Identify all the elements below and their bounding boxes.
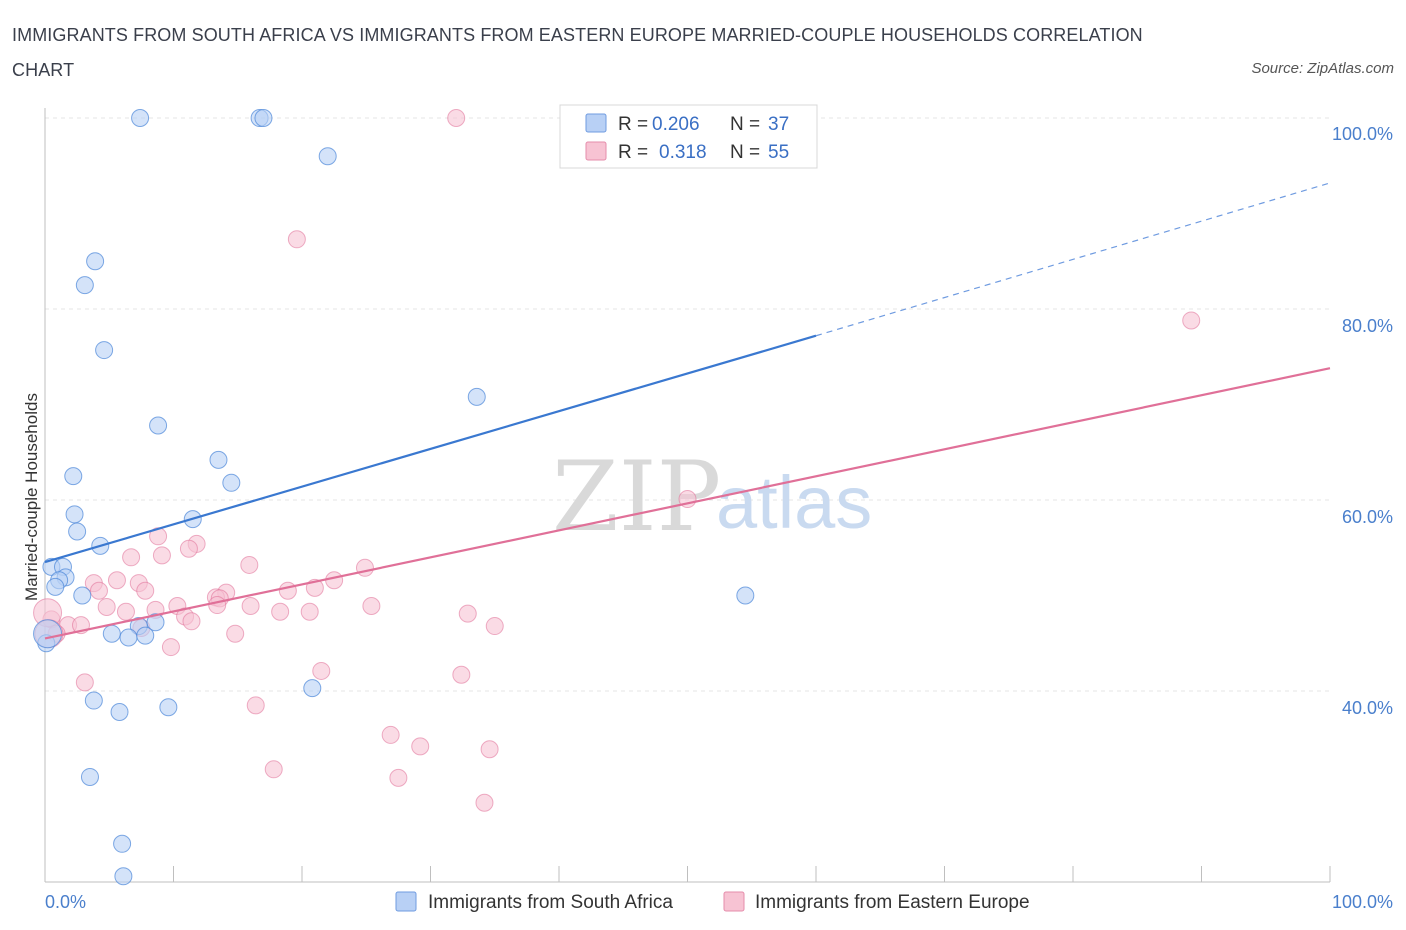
legend-r-value-2: 0.318: [659, 142, 707, 163]
point-south-africa: [46, 577, 65, 596]
point-south-africa: [318, 147, 337, 166]
point-south-africa: [209, 450, 228, 469]
bottom-legend-label-eastern-europe: Immigrants from Eastern Europe: [755, 892, 1030, 913]
point-south-africa: [159, 698, 178, 717]
point-south-africa: [95, 341, 114, 360]
point-south-africa: [110, 703, 129, 722]
point-south-africa: [467, 387, 486, 406]
trend-line-eastern-europe: [44, 367, 1331, 640]
y-tick-label-80: 80.0%: [1342, 316, 1393, 336]
point-south-africa: [33, 619, 63, 649]
legend-r-label-1: R =: [618, 114, 648, 135]
chart-title: IMMIGRANTS FROM SOUTH AFRICA VS IMMIGRAN…: [12, 25, 1143, 80]
y-axis-label: Married-couple Households: [22, 393, 41, 601]
point-eastern-europe: [179, 539, 198, 558]
point-south-africa: [64, 467, 83, 486]
y-tick-label-40: 40.0%: [1342, 698, 1393, 718]
point-eastern-europe: [246, 696, 265, 715]
legend-n-label-2: N =: [730, 142, 760, 163]
point-eastern-europe: [122, 548, 141, 567]
point-eastern-europe: [447, 109, 466, 127]
series-legend: Immigrants from South Africa Immigrants …: [395, 891, 1030, 913]
point-eastern-europe: [152, 546, 171, 565]
point-south-africa: [68, 522, 87, 541]
point-south-africa: [254, 109, 273, 127]
gridlines: [45, 117, 1330, 692]
y-tick-label-60: 60.0%: [1342, 507, 1393, 527]
legend-n-value-1: 37: [768, 114, 789, 135]
point-south-africa: [65, 505, 84, 524]
point-eastern-europe: [287, 230, 306, 249]
x-tick-label-100: 100.0%: [1332, 892, 1393, 912]
point-eastern-europe: [381, 725, 400, 744]
point-south-africa: [136, 626, 155, 645]
point-eastern-europe: [300, 602, 319, 621]
point-south-africa: [86, 252, 105, 271]
point-south-africa: [119, 628, 138, 647]
point-eastern-europe: [116, 602, 135, 621]
point-eastern-europe: [161, 638, 180, 657]
point-south-africa: [114, 867, 133, 886]
y-tick-label-100: 100.0%: [1332, 124, 1393, 144]
point-eastern-europe: [278, 581, 297, 600]
point-south-africa: [84, 691, 103, 710]
point-south-africa: [146, 613, 165, 632]
point-south-africa: [73, 586, 92, 605]
point-south-africa: [102, 624, 121, 643]
source-label: Source: ZipAtlas.com: [1251, 60, 1394, 77]
point-south-africa: [131, 109, 150, 127]
legend-n-value-2: 55: [768, 142, 789, 163]
point-eastern-europe: [240, 555, 259, 574]
point-eastern-europe: [264, 760, 283, 779]
bottom-legend-label-south-africa: Immigrants from South Africa: [428, 892, 673, 913]
point-south-africa: [149, 416, 168, 435]
point-eastern-europe: [362, 597, 381, 616]
trend-line-south-africa-extension: [815, 182, 1331, 337]
point-eastern-europe: [312, 661, 331, 680]
bottom-legend-swatch-eastern-europe: [723, 891, 745, 912]
point-eastern-europe: [485, 617, 504, 636]
point-eastern-europe: [411, 737, 430, 756]
point-eastern-europe: [1182, 311, 1201, 330]
point-eastern-europe: [355, 558, 374, 577]
legend-swatch-eastern-europe: [585, 141, 607, 161]
point-south-africa: [736, 586, 755, 605]
stats-legend: R = 0.206 N = 37 R = 0.318 N = 55: [559, 104, 818, 169]
point-eastern-europe: [480, 740, 499, 759]
point-eastern-europe: [107, 571, 126, 590]
point-eastern-europe: [475, 793, 494, 812]
point-south-africa: [303, 679, 322, 698]
legend-r-value-1: 0.206: [652, 114, 700, 135]
point-eastern-europe: [75, 673, 94, 692]
point-eastern-europe: [458, 604, 477, 623]
trend-lines: [44, 182, 1331, 640]
legend-r-label-2: R =: [618, 142, 648, 163]
trend-line-south-africa: [44, 334, 817, 564]
axes: [44, 108, 1331, 883]
point-south-africa: [113, 834, 132, 853]
legend-swatch-south-africa: [585, 113, 607, 133]
point-eastern-europe: [89, 581, 108, 600]
point-south-africa: [80, 767, 99, 786]
legend-n-label-1: N =: [730, 114, 760, 135]
point-eastern-europe: [241, 597, 260, 616]
point-eastern-europe: [226, 624, 245, 643]
x-tick-label-0: 0.0%: [45, 892, 86, 912]
point-eastern-europe: [271, 602, 290, 621]
point-eastern-europe: [389, 768, 408, 787]
point-eastern-europe: [452, 665, 471, 684]
point-eastern-europe: [208, 596, 227, 615]
series-south-africa-points: [33, 109, 755, 886]
point-eastern-europe: [97, 597, 116, 616]
point-eastern-europe: [182, 612, 201, 631]
bottom-legend-swatch-south-africa: [395, 891, 417, 912]
point-south-africa: [75, 276, 94, 295]
watermark-atlas: atlas: [716, 461, 872, 544]
point-eastern-europe: [136, 581, 155, 600]
point-eastern-europe: [325, 571, 344, 590]
point-south-africa: [222, 473, 241, 492]
